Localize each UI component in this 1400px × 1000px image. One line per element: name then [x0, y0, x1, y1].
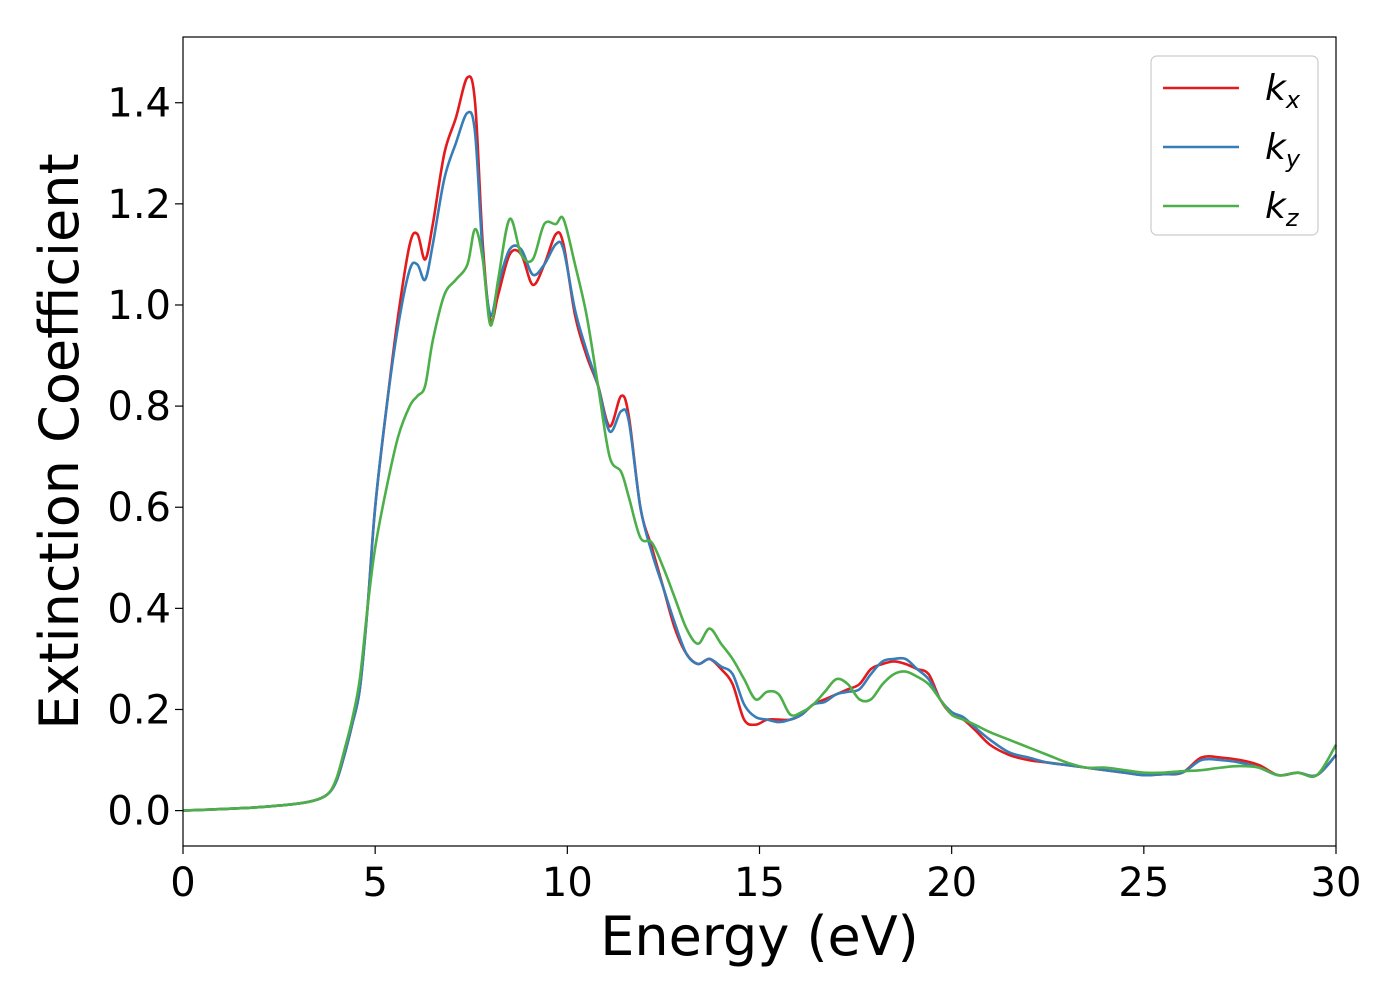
x-tick-label: 0 [170, 860, 195, 906]
x-axis-title: Energy (eV) [600, 905, 919, 968]
y-axis-title: Extinction Coefficient [28, 153, 91, 729]
series-line-z [182, 215, 1338, 812]
x-tick-label: 30 [1311, 860, 1362, 906]
legend-label-y: ky [1265, 127, 1301, 173]
y-tick-label: 1.0 [107, 283, 171, 329]
x-tick-label: 25 [1118, 860, 1169, 906]
y-tick-label: 1.2 [107, 182, 171, 228]
x-tick-label: 20 [926, 860, 977, 906]
y-tick-label: 1.4 [107, 81, 171, 127]
y-tick-label: 0.6 [107, 485, 171, 531]
x-tick-label: 15 [734, 860, 785, 906]
x-tick-label: 10 [542, 860, 593, 906]
series-line-y [182, 110, 1337, 812]
legend: kx ky kz [1150, 55, 1319, 236]
legend-box [1150, 55, 1319, 236]
x-tick-label: 5 [362, 860, 387, 906]
series-layer [182, 75, 1338, 812]
y-axis: 0.0 0.2 0.4 0.6 0.8 1.0 1.2 1.4 [107, 81, 183, 835]
y-tick-label: 0.4 [107, 586, 171, 632]
legend-label-z: kz [1265, 186, 1300, 232]
y-tick-label: 0.2 [107, 687, 171, 733]
y-tick-label: 0.8 [107, 384, 171, 430]
y-tick-label: 0.0 [107, 789, 171, 835]
legend-label-x: kx [1265, 68, 1301, 114]
x-axis: 0 5 10 15 20 25 30 [170, 846, 1361, 906]
